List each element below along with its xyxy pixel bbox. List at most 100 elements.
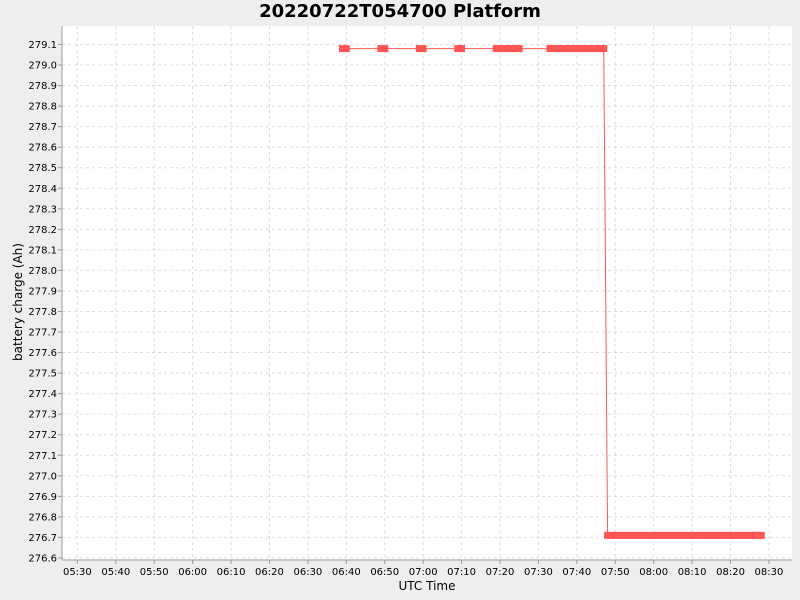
y-tick-label: 278.3 (28, 204, 57, 215)
data-point (711, 531, 719, 539)
y-tick-label: 277.8 (28, 307, 57, 318)
data-point (742, 531, 750, 539)
data-point (500, 45, 508, 53)
data-point (619, 531, 627, 539)
y-tick-label: 277.9 (28, 286, 57, 297)
grid (62, 26, 792, 560)
y-tick-label: 277.2 (28, 430, 57, 441)
y-tick-label: 277.3 (28, 410, 57, 421)
x-tick-label: 07:50 (601, 567, 630, 578)
data-point (338, 45, 346, 53)
y-tick-label: 279.0 (28, 61, 57, 72)
data-point (650, 531, 658, 539)
data-point (419, 45, 427, 53)
data-point (630, 531, 638, 539)
data-point (627, 531, 635, 539)
data-point (669, 531, 677, 539)
x-tick-label: 07:30 (524, 567, 553, 578)
x-tick-label: 08:30 (755, 567, 784, 578)
y-tick-label: 276.6 (28, 553, 57, 564)
x-tick-label: 06:20 (255, 567, 284, 578)
data-point (638, 531, 646, 539)
data-point (557, 45, 565, 53)
y-axis-title: battery charge (Ah) (11, 243, 25, 361)
data-point (634, 531, 642, 539)
data-point (546, 45, 554, 53)
data-point (707, 531, 715, 539)
x-tick-label: 08:20 (716, 567, 745, 578)
x-tick-label: 06:30 (293, 567, 322, 578)
data-point (746, 531, 754, 539)
data-point (738, 531, 746, 539)
data-point (492, 45, 500, 53)
data-point (511, 45, 519, 53)
x-tick-label: 07:40 (562, 567, 591, 578)
x-tick-label: 07:10 (447, 567, 476, 578)
y-tick-label: 278.1 (28, 245, 57, 256)
data-point (565, 45, 573, 53)
data-point (700, 531, 708, 539)
data-point (458, 45, 466, 53)
y-tick-label: 279.1 (28, 40, 57, 51)
data-point (753, 531, 761, 539)
y-tick-label: 278.8 (28, 102, 57, 113)
data-point (696, 531, 704, 539)
data-point (600, 45, 608, 53)
data-point (504, 45, 512, 53)
y-tick-label: 277.1 (28, 451, 57, 462)
data-point (692, 531, 700, 539)
data-point (611, 531, 619, 539)
x-tick-label: 07:00 (409, 567, 438, 578)
x-tick-label: 06:40 (332, 567, 361, 578)
x-tick-label: 06:10 (217, 567, 246, 578)
data-point (661, 531, 669, 539)
data-point (515, 45, 523, 53)
y-tick-label: 277.6 (28, 348, 57, 359)
data-point (727, 531, 735, 539)
data-point (719, 531, 727, 539)
x-tick-label: 07:20 (486, 567, 515, 578)
x-tick-label: 05:30 (63, 567, 92, 578)
x-axis-ticks: 05:30 05:40 05:50 06:00 06:10 06:20 06:30 06:40… (63, 560, 783, 578)
x-tick-label: 06:50 (370, 567, 399, 578)
y-tick-label: 278.0 (28, 266, 57, 277)
data-point (596, 45, 604, 53)
data-point (642, 531, 650, 539)
data-point (415, 45, 423, 53)
data-point (573, 45, 581, 53)
data-point (550, 45, 558, 53)
y-tick-label: 277.5 (28, 369, 57, 380)
y-axis-ticks: 276.6 276.7 276.8 276.9 277.0 277.1 277.2 277.3… (28, 40, 62, 564)
series-layer (338, 45, 765, 539)
data-point (677, 531, 685, 539)
data-point (607, 531, 615, 539)
y-tick-label: 278.9 (28, 81, 57, 92)
y-tick-label: 277.0 (28, 471, 57, 482)
data-point (577, 45, 585, 53)
data-point (592, 45, 600, 53)
data-point (377, 45, 385, 53)
data-point (715, 531, 723, 539)
data-point (665, 531, 673, 539)
y-tick-label: 277.4 (28, 389, 57, 400)
data-point (646, 531, 654, 539)
y-tick-label: 278.4 (28, 184, 57, 195)
data-point (584, 45, 592, 53)
data-point (569, 45, 577, 53)
data-point (673, 531, 681, 539)
x-tick-label: 08:10 (678, 567, 707, 578)
x-tick-label: 05:40 (101, 567, 130, 578)
data-point (623, 531, 631, 539)
data-point (654, 531, 662, 539)
y-tick-label: 276.7 (28, 533, 57, 544)
y-tick-label: 277.7 (28, 328, 57, 339)
data-point (684, 531, 692, 539)
data-point (657, 531, 665, 539)
data-point (454, 45, 462, 53)
data-point (680, 531, 688, 539)
data-point (588, 45, 596, 53)
data-point (561, 45, 569, 53)
data-point (508, 45, 516, 53)
data-point (381, 45, 389, 53)
